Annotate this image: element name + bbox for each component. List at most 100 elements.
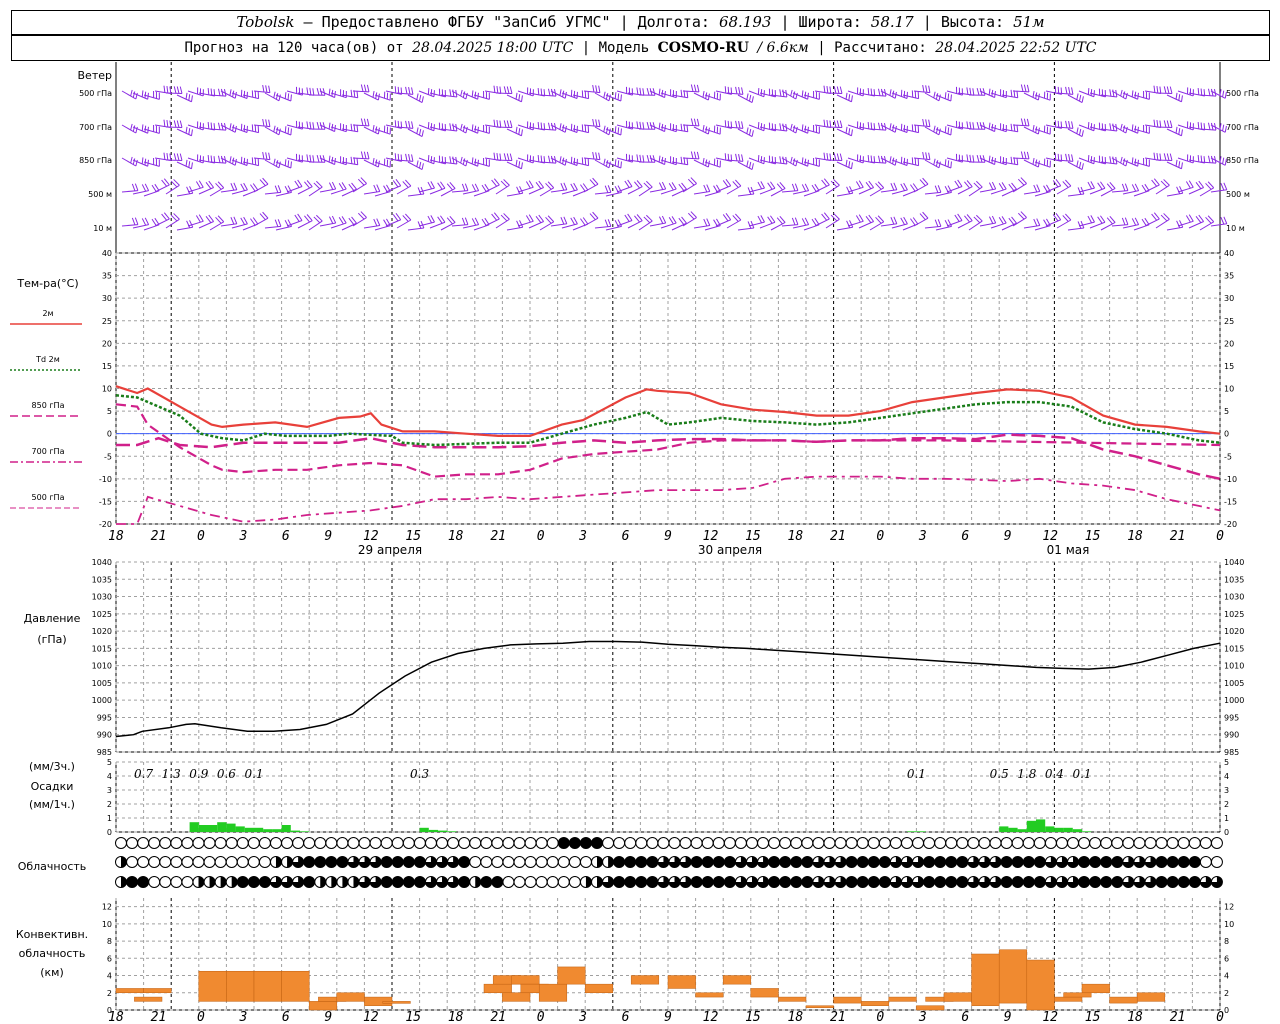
wind-barb-feather — [823, 152, 826, 160]
wind-barb-feather — [509, 86, 513, 94]
wind-barb-feather — [484, 183, 490, 192]
wind-barb-feather — [290, 128, 292, 136]
wind-barb-shaft — [825, 126, 843, 129]
wind-barb-shaft — [693, 92, 709, 101]
wind-barb-feather — [779, 89, 782, 97]
wind-barb-feather — [750, 186, 755, 195]
wind-barb-feather — [821, 179, 828, 187]
precip-bar — [208, 825, 218, 832]
wind-barb-feather — [1207, 122, 1211, 130]
wind-barb-feather — [1010, 156, 1013, 164]
wind-barb-feather — [185, 159, 188, 167]
wind-barb-shaft — [1023, 225, 1040, 229]
temp-tick-label-right: 30 — [1224, 294, 1234, 303]
wind-barb-feather — [919, 179, 926, 187]
wind-barb-feather — [484, 217, 490, 226]
cloud-mid-circle — [956, 856, 969, 868]
wind-barb-feather — [751, 96, 754, 103]
wind-barb-shaft — [792, 126, 808, 134]
wind-barb-feather — [1169, 153, 1173, 161]
wind-barb-feather — [634, 215, 640, 223]
wind-barb-shaft — [198, 221, 214, 229]
wind-barb-shaft — [561, 126, 578, 133]
pressure-tick-label-right: 1030 — [1224, 593, 1244, 602]
wind-barb-shaft — [187, 124, 204, 131]
wind-barb-feather — [1207, 155, 1211, 163]
cloud-mid-three-quarter — [757, 856, 769, 868]
wind-barb-feather — [976, 88, 980, 96]
wind-barb-feather — [614, 159, 617, 166]
cloud-high-three-quarter — [1045, 876, 1057, 888]
wind-barb-feather — [877, 155, 881, 163]
wind-barb-feather — [134, 217, 139, 225]
temp-tick-label: 5 — [107, 407, 112, 416]
wind-barb-feather — [287, 185, 293, 193]
wind-barb-feather — [392, 180, 399, 188]
wind-barb-feather — [449, 156, 452, 164]
cloud-low-circle — [181, 837, 194, 849]
cloud-low-circle — [491, 837, 504, 849]
wind-barb-shaft — [1001, 188, 1017, 197]
wind-barb-shaft — [198, 187, 214, 195]
conv-cloud-bar — [630, 975, 660, 985]
wind-barb-feather — [748, 94, 752, 102]
cloud-mid-circle — [801, 856, 814, 868]
wind-barb-feather — [770, 181, 776, 189]
wind-barb-shaft — [495, 218, 510, 229]
precip-3h-label: 0.4 — [1045, 767, 1064, 781]
cloud-mid-half — [287, 856, 293, 868]
wind-barb-shaft — [385, 124, 402, 129]
wind-barb-feather — [273, 91, 276, 98]
wind-barb-shaft — [429, 159, 446, 165]
wind-barb-feather — [430, 89, 433, 96]
cloud-low-circle — [790, 837, 803, 849]
wind-barb-shaft — [979, 188, 996, 193]
cloud-mid-circle — [137, 856, 150, 868]
wind-barb-shaft — [363, 159, 379, 168]
wind-barb-feather — [540, 122, 543, 130]
wind-barb-feather — [547, 215, 555, 223]
precip-tick-label-right: 3 — [1224, 786, 1229, 795]
cloud-low-circle — [1210, 837, 1223, 849]
wind-barb-shaft — [462, 224, 479, 229]
wind-barb-feather — [782, 156, 785, 164]
wind-barb-feather — [462, 158, 466, 165]
cloud-mid-three-quarter — [823, 856, 835, 868]
wind-barb-shaft — [550, 90, 566, 99]
cloud-low-circle — [878, 837, 891, 849]
cloud-low-circle — [712, 837, 725, 849]
wind-barb-shaft — [594, 191, 611, 195]
wind-barb-shaft — [385, 185, 401, 193]
wind-barb-feather — [792, 91, 796, 98]
wind-barb-feather — [322, 122, 326, 130]
wind-barb-feather — [348, 217, 355, 225]
wind-barb-feather — [496, 153, 499, 161]
wind-barb-feather — [680, 156, 683, 164]
wind-barb-feather — [890, 217, 895, 225]
wind-barb-feather — [538, 214, 545, 222]
wind-barb-shaft — [451, 90, 467, 100]
conv-tick-label-right: 10 — [1224, 920, 1234, 929]
wind-barb-feather — [1195, 216, 1202, 224]
wind-barb-feather — [208, 180, 215, 188]
wind-barb-feather — [275, 127, 279, 134]
cloud-low-circle — [1044, 837, 1057, 849]
pressure-tick-label-right: 1035 — [1224, 575, 1244, 584]
cloud-mid-half — [608, 856, 614, 868]
wind-barb-feather — [500, 180, 508, 188]
wind-barb-feather — [732, 181, 739, 188]
conv-tick-label-right: 8 — [1224, 937, 1229, 946]
cloud-high-half — [475, 876, 481, 888]
wind-barb-feather — [316, 180, 323, 188]
wind-barb-shaft — [935, 225, 952, 231]
wind-barb-feather — [1195, 182, 1202, 190]
wind-barb-shaft — [286, 157, 303, 163]
wind-barb-feather — [1175, 159, 1178, 167]
lat-value: 58.17 — [870, 13, 914, 31]
wind-barb-shaft — [253, 124, 270, 128]
wind-barb-feather — [922, 151, 925, 160]
wind-barb-feather — [966, 214, 973, 222]
wind-barb-shaft — [1133, 161, 1150, 167]
time-tick-label: 3 — [918, 529, 927, 544]
wind-barb-feather — [1020, 151, 1024, 159]
